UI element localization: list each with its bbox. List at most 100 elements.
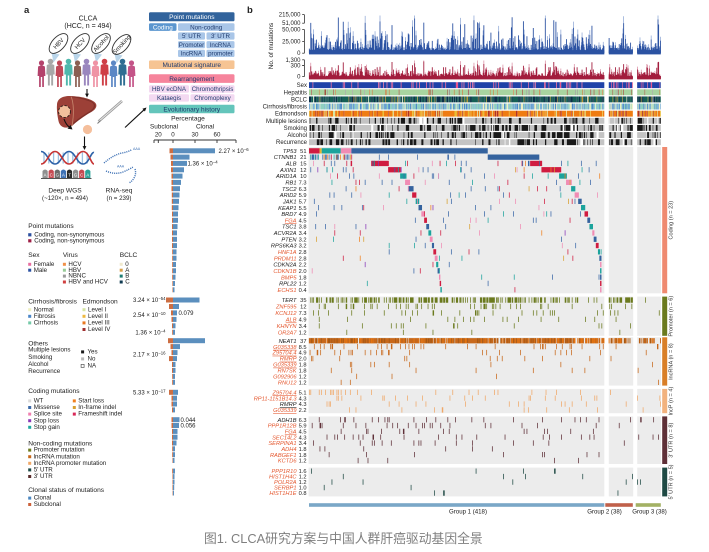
svg-text:SERPINA1: SERPINA1 — [268, 441, 296, 447]
svg-text:Subclonal: Subclonal — [34, 501, 61, 508]
svg-text:3.2: 3.2 — [299, 244, 307, 250]
svg-text:Kataegis: Kataegis — [157, 95, 181, 102]
svg-text:0: 0 — [171, 132, 175, 139]
svg-text:1.8: 1.8 — [299, 275, 307, 281]
svg-text:Female: Female — [34, 261, 55, 268]
svg-text:4.3: 4.3 — [299, 402, 307, 408]
svg-text:1.36 × 10−4: 1.36 × 10−4 — [188, 160, 219, 168]
svg-text:C: C — [80, 173, 83, 178]
svg-text:Virus: Virus — [63, 252, 79, 259]
svg-text:G035339: G035339 — [273, 408, 297, 414]
svg-text:ZNF595: ZNF595 — [275, 305, 297, 311]
svg-text:1.8: 1.8 — [299, 363, 307, 369]
svg-text:PTEN: PTEN — [281, 237, 297, 243]
svg-text:15: 15 — [300, 162, 306, 168]
svg-text:Group 1 (418): Group 1 (418) — [449, 509, 487, 516]
svg-text:NBNC: NBNC — [68, 273, 86, 280]
svg-text:5.9: 5.9 — [299, 193, 307, 199]
svg-text:20: 20 — [155, 132, 162, 139]
svg-text:Cirrhosis: Cirrhosis — [34, 320, 58, 327]
svg-text:(HCC, n = 494): (HCC, n = 494) — [64, 23, 111, 30]
svg-text:Non-coding mutations: Non-coding mutations — [28, 440, 93, 447]
svg-text:KCTD6: KCTD6 — [278, 459, 297, 465]
svg-text:KCNJ12: KCNJ12 — [275, 311, 297, 317]
svg-text:CTNNB1: CTNNB1 — [274, 155, 297, 161]
svg-text:No. of mutations: No. of mutations — [268, 23, 275, 70]
svg-text:5.33 × 10−17: 5.33 × 10−17 — [133, 389, 166, 397]
svg-text:0: 0 — [297, 74, 301, 80]
svg-text:RP11-1151B14.3: RP11-1151B14.3 — [254, 396, 298, 402]
svg-text:A: A — [44, 173, 47, 178]
svg-text:ALB: ALB — [285, 318, 297, 324]
svg-text:3.4: 3.4 — [299, 441, 307, 447]
svg-text:0.4: 0.4 — [299, 288, 307, 294]
svg-text:lncRNA: lncRNA — [210, 42, 232, 49]
svg-text:Sex: Sex — [28, 252, 40, 259]
svg-text:FGA: FGA — [285, 218, 297, 224]
svg-text:Multiple lesions: Multiple lesions — [266, 119, 307, 125]
svg-text:1.2: 1.2 — [299, 282, 307, 288]
svg-text:12: 12 — [300, 305, 306, 311]
svg-text:NEAT1: NEAT1 — [279, 339, 297, 345]
svg-text:RPL22: RPL22 — [279, 282, 297, 288]
svg-text:3.24 × 10−54: 3.24 × 10−54 — [133, 296, 166, 304]
svg-text:Missense: Missense — [34, 404, 61, 411]
svg-text:RABGEF1: RABGEF1 — [270, 453, 297, 459]
svg-text:37: 37 — [300, 339, 306, 345]
svg-text:Promoter (n = 6): Promoter (n = 6) — [669, 296, 675, 337]
svg-text:KHNYN: KHNYN — [277, 324, 298, 330]
svg-text:1.0: 1.0 — [299, 486, 307, 492]
svg-text:ALB: ALB — [285, 162, 297, 168]
svg-text:RN7SK: RN7SK — [278, 369, 297, 375]
svg-text:2.2: 2.2 — [299, 263, 307, 269]
svg-text:TSC1: TSC1 — [282, 225, 297, 231]
svg-text:Subclonal: Subclonal — [150, 124, 178, 131]
svg-text:KEAP1: KEAP1 — [278, 206, 296, 212]
svg-text:2.8: 2.8 — [299, 256, 307, 262]
svg-text:Point mutations: Point mutations — [169, 14, 215, 21]
svg-text:ARID2: ARID2 — [279, 193, 298, 199]
svg-text:Multiple lesions: Multiple lesions — [28, 347, 70, 354]
svg-text:Coding mutations: Coding mutations — [28, 388, 80, 395]
svg-text:CDKN1B: CDKN1B — [273, 269, 296, 275]
svg-text:3′ UTR (n = 8): 3′ UTR (n = 8) — [669, 423, 675, 458]
svg-text:ACVR2A: ACVR2A — [273, 231, 297, 237]
svg-text:A: A — [62, 173, 65, 178]
svg-text:300: 300 — [290, 63, 301, 69]
svg-text:RB1: RB1 — [285, 181, 296, 187]
svg-text:Smoking: Smoking — [284, 126, 307, 132]
svg-text:RMRP: RMRP — [280, 357, 297, 363]
svg-text:1.2: 1.2 — [299, 475, 307, 481]
svg-text:Coding (n = 23): Coding (n = 23) — [669, 201, 675, 240]
svg-text:(~120×, n = 494): (~120×, n = 494) — [42, 195, 88, 202]
svg-text:ADH4: ADH4 — [280, 447, 296, 453]
svg-text:RMRP: RMRP — [280, 402, 297, 408]
svg-text:Promoter mutation: Promoter mutation — [34, 447, 85, 454]
svg-text:b: b — [247, 5, 253, 16]
svg-text:Hepatitis: Hepatitis — [284, 90, 307, 96]
svg-text:Cirrhosis/fibrosis: Cirrhosis/fibrosis — [28, 298, 77, 305]
svg-text:(n = 239): (n = 239) — [107, 195, 132, 202]
svg-text:1.36 × 10−4: 1.36 × 10−4 — [135, 329, 166, 337]
svg-text:2.2: 2.2 — [299, 408, 307, 414]
svg-text:215,000: 215,000 — [279, 13, 301, 19]
svg-text:4.3: 4.3 — [299, 396, 307, 402]
svg-text:SEC14L2: SEC14L2 — [272, 435, 297, 441]
svg-text:Stop gain: Stop gain — [34, 424, 61, 431]
svg-text:2.0: 2.0 — [299, 357, 307, 363]
svg-text:4.9: 4.9 — [299, 212, 307, 218]
svg-text:1.8: 1.8 — [299, 447, 307, 453]
svg-text:1.2: 1.2 — [299, 330, 307, 336]
svg-text:0: 0 — [297, 51, 301, 57]
svg-text:Percentage: Percentage — [171, 116, 205, 123]
svg-text:21: 21 — [300, 155, 306, 161]
svg-text:30: 30 — [192, 132, 199, 139]
svg-text:Coding, non-synonymous: Coding, non-synonymous — [34, 232, 104, 239]
svg-text:No: No — [88, 356, 96, 363]
svg-text:0.079: 0.079 — [179, 311, 195, 317]
svg-text:Frameshift indel: Frameshift indel — [78, 411, 122, 418]
svg-text:ECHS1: ECHS1 — [278, 288, 297, 294]
svg-text:G092906: G092906 — [273, 375, 297, 381]
svg-text:3′ UTR: 3′ UTR — [34, 473, 54, 480]
svg-text:Cirrhosis/fibrosis: Cirrhosis/fibrosis — [263, 105, 307, 111]
